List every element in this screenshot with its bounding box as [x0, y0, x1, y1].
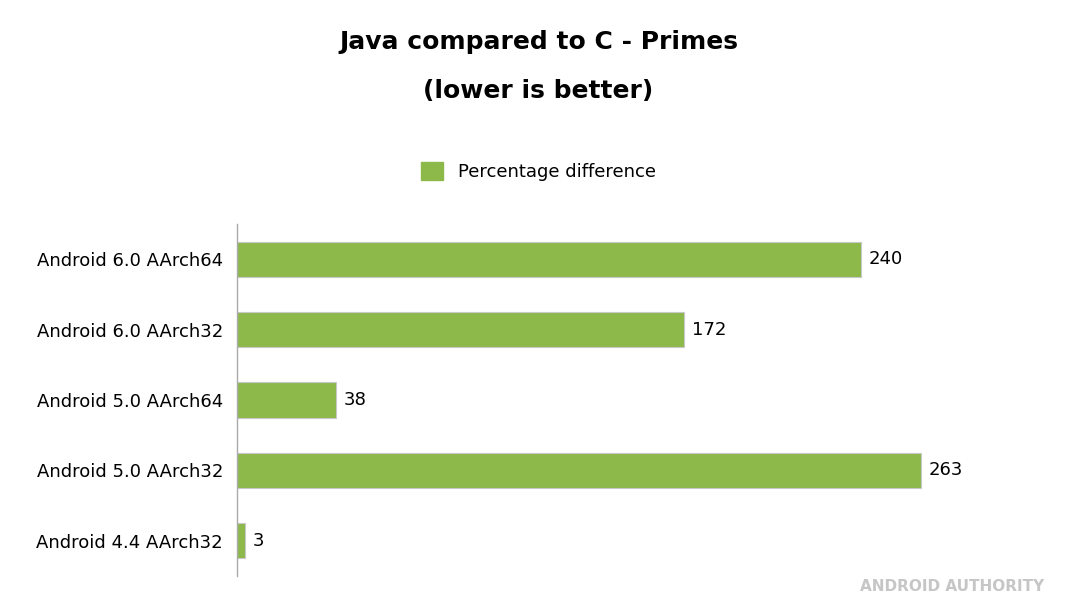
Text: (lower is better): (lower is better) — [423, 79, 654, 103]
Bar — [237, 523, 244, 558]
Legend: Percentage difference: Percentage difference — [415, 155, 662, 188]
Bar — [237, 242, 861, 277]
Text: 3: 3 — [252, 531, 264, 550]
Bar — [237, 382, 336, 418]
Text: 263: 263 — [928, 461, 963, 479]
Text: ANDROID AUTHORITY: ANDROID AUTHORITY — [861, 579, 1045, 594]
Text: 172: 172 — [691, 321, 726, 339]
Text: 240: 240 — [869, 250, 903, 268]
Text: Java compared to C - Primes: Java compared to C - Primes — [339, 30, 738, 55]
Text: 38: 38 — [344, 391, 366, 409]
Bar — [237, 312, 684, 347]
Bar — [237, 453, 921, 488]
